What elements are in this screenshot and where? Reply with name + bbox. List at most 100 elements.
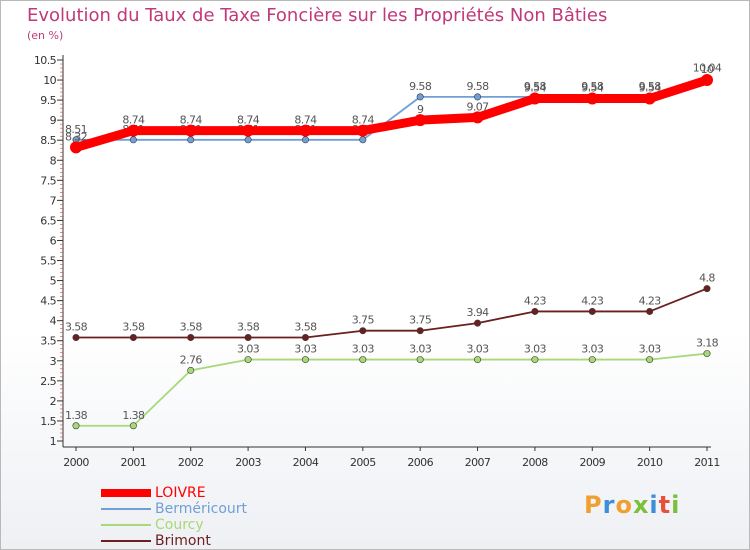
y-tick-label: 5.5 — [40, 255, 56, 268]
x-tick-label: 2002 — [178, 456, 204, 469]
data-point-loivre — [356, 124, 369, 137]
x-tick-label: 2011 — [694, 456, 720, 469]
data-label-brimont: 3.58 — [180, 321, 203, 334]
data-label-bermericourt: 9.58 — [581, 80, 604, 93]
data-label-courcy: 3.03 — [524, 343, 547, 356]
data-point-loivre — [528, 92, 541, 105]
data-label-loivre: 8.74 — [122, 114, 145, 127]
legend-swatch-courcy — [101, 524, 151, 526]
data-point-loivre — [701, 74, 713, 87]
data-label-bermericourt: 10.04 — [693, 61, 722, 74]
x-tick-label: 2007 — [465, 456, 491, 469]
data-label-loivre: 8.32 — [65, 130, 87, 143]
data-point-courcy — [244, 356, 252, 364]
data-point-courcy — [703, 350, 711, 358]
data-label-courcy: 1.38 — [65, 409, 88, 422]
data-point-loivre — [586, 92, 599, 105]
data-point-brimont — [72, 334, 80, 342]
data-point-courcy — [416, 356, 424, 364]
data-label-loivre: 8.74 — [352, 114, 375, 127]
data-label-courcy: 2.76 — [180, 353, 203, 366]
x-tick-label: 2004 — [293, 456, 319, 469]
y-tick-label: 6.5 — [40, 214, 56, 227]
data-label-bermericourt: 9.58 — [409, 80, 432, 93]
data-point-loivre — [184, 124, 197, 137]
y-tick-label: 1.5 — [40, 415, 56, 428]
legend-label-bermericourt: Berméricourt — [155, 501, 248, 517]
data-label-brimont: 3.94 — [466, 306, 489, 319]
data-point-brimont — [244, 334, 252, 342]
data-point-courcy — [474, 356, 482, 364]
chart-title: Evolution du Taux de Taxe Foncière sur l… — [27, 5, 608, 26]
series-line-brimont — [75, 287, 708, 339]
y-tick-label: 3 — [50, 355, 57, 368]
y-tick-label: 2 — [50, 395, 56, 408]
y-tick-label: 7 — [50, 194, 57, 207]
data-point-brimont — [531, 307, 539, 315]
x-tick-label: 2010 — [637, 456, 663, 469]
data-label-loivre: 10 — [701, 63, 714, 76]
data-point-brimont — [703, 285, 711, 293]
x-tick-label: 2001 — [121, 456, 147, 469]
data-label-loivre: 8.74 — [180, 114, 203, 127]
x-tick-label: 2000 — [63, 456, 89, 469]
data-point-courcy — [129, 422, 137, 430]
y-tick-label: 7.5 — [40, 174, 56, 187]
data-label-courcy: 3.03 — [352, 343, 375, 356]
data-label-courcy: 3.03 — [639, 343, 662, 356]
data-point-brimont — [359, 327, 367, 335]
data-point-bermericourt — [187, 136, 195, 144]
y-tick-label: 9.5 — [40, 94, 56, 107]
data-point-bermericourt — [416, 93, 424, 101]
data-point-bermericourt — [129, 136, 137, 144]
x-tick-label: 2003 — [235, 456, 261, 469]
y-tick-label: 8 — [50, 154, 57, 167]
data-point-loivre — [414, 114, 427, 127]
data-point-loivre — [70, 141, 82, 154]
y-tick-label: 10 — [43, 74, 56, 87]
data-point-courcy — [588, 356, 596, 364]
data-label-brimont: 3.75 — [352, 314, 375, 327]
legend-label-loivre: LOIVRE — [155, 485, 206, 501]
y-tick-label: 10.5 — [34, 54, 57, 67]
data-point-loivre — [242, 124, 255, 137]
y-tick-label: 9 — [50, 114, 57, 127]
data-label-brimont: 4.23 — [639, 294, 662, 307]
data-point-bermericourt — [301, 136, 309, 144]
data-point-bermericourt — [359, 136, 367, 144]
proxiti-logo: Proxiti — [584, 491, 680, 519]
data-label-brimont: 3.58 — [294, 321, 317, 334]
data-label-loivre: 9.07 — [466, 100, 489, 113]
data-point-courcy — [531, 356, 539, 364]
legend-label-courcy: Courcy — [155, 517, 204, 533]
data-point-brimont — [129, 334, 137, 342]
data-label-brimont: 4.23 — [524, 294, 547, 307]
data-point-loivre — [643, 92, 656, 105]
data-point-courcy — [359, 356, 367, 364]
data-label-courcy: 3.03 — [466, 343, 489, 356]
data-point-brimont — [301, 334, 309, 342]
legend-swatch-loivre — [101, 489, 151, 497]
legend-swatch-bermericourt — [101, 508, 151, 510]
logo-letter: o — [615, 491, 633, 519]
logo-letter: i — [649, 491, 659, 519]
y-tick-label: 4.5 — [40, 295, 56, 308]
logo-letter: t — [658, 491, 672, 519]
x-tick-label: 2008 — [522, 456, 548, 469]
data-label-brimont: 4.23 — [581, 294, 604, 307]
data-point-loivre — [471, 111, 484, 124]
data-label-brimont: 4.8 — [699, 272, 715, 285]
data-point-courcy — [187, 366, 195, 374]
data-label-bermericourt: 8.51 — [65, 123, 87, 136]
data-point-courcy — [301, 356, 309, 364]
series-line-courcy — [75, 352, 708, 427]
logo-letter: x — [632, 491, 650, 519]
legend-label-brimont: Brimont — [155, 533, 211, 549]
data-label-courcy: 3.03 — [294, 343, 317, 356]
y-tick-label: 5 — [50, 275, 57, 288]
series-line-loivre — [71, 75, 712, 152]
data-point-brimont — [187, 334, 195, 342]
data-point-loivre — [299, 124, 312, 137]
data-point-bermericourt — [474, 93, 482, 101]
y-tick-label: 1 — [50, 435, 56, 448]
